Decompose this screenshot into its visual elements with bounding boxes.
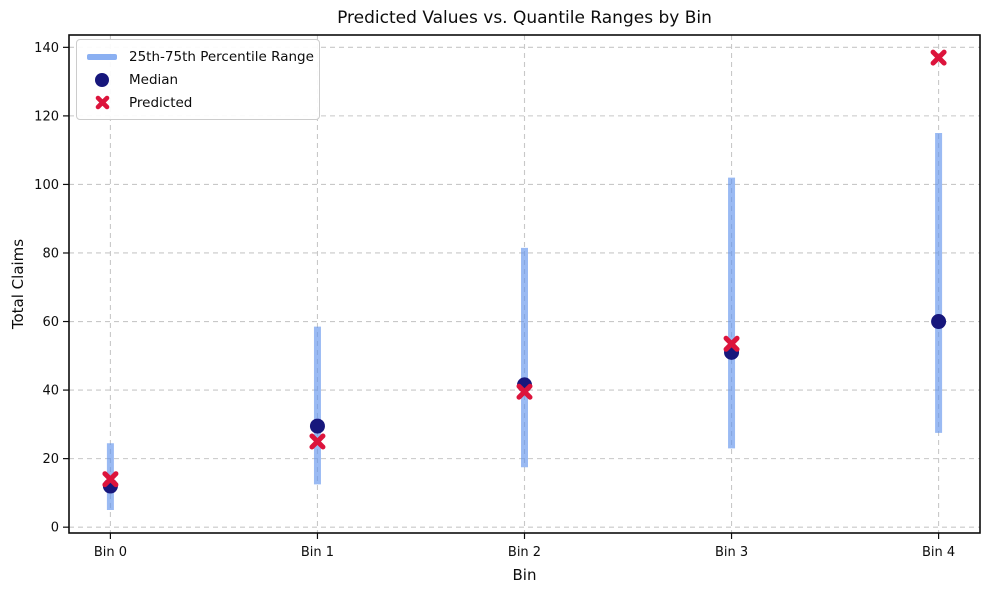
x-axis-title: Bin [512,566,537,584]
y-tick-label: 80 [42,246,59,261]
range-line-swatch [87,53,117,60]
legend-item-median: Median [83,68,309,91]
x-tick-label: Bin 2 [508,545,541,560]
predicted-x-swatch [95,95,109,110]
legend-label-predicted: Predicted [129,94,193,111]
legend-swatch-cell [83,53,121,60]
legend-label-range: 25th-75th Percentile Range [129,48,314,65]
y-tick-label: 20 [42,452,59,467]
x-tick-label: Bin 1 [301,545,334,560]
median-point [931,314,947,330]
predicted-marker [723,335,740,352]
median-point [309,418,325,434]
y-tick-label: 0 [51,521,59,536]
legend-item-predicted: Predicted [83,91,309,114]
y-tick-label: 100 [34,178,59,193]
x-tick-label: Bin 4 [922,545,955,560]
y-tick-label: 120 [34,109,59,124]
predicted-marker [102,471,119,488]
y-tick-label: 60 [42,315,59,330]
legend: 25th-75th Percentile Range Median Predic… [76,39,320,120]
legend-swatch-cell [83,94,121,111]
legend-label-median: Median [129,71,179,88]
y-tick-label: 40 [42,384,59,399]
predicted-marker [516,383,533,400]
predicted-marker [930,49,947,66]
predicted-marker [309,433,326,450]
x-tick-label: Bin 3 [715,545,748,560]
chart-title: Predicted Values vs. Quantile Ranges by … [337,8,712,28]
y-tick-label: 140 [34,41,59,56]
legend-item-percentile-range: 25th-75th Percentile Range [83,45,314,68]
legend-swatch-cell [83,72,121,87]
x-tick-label: Bin 0 [94,545,127,560]
median-circle-swatch [95,72,109,87]
